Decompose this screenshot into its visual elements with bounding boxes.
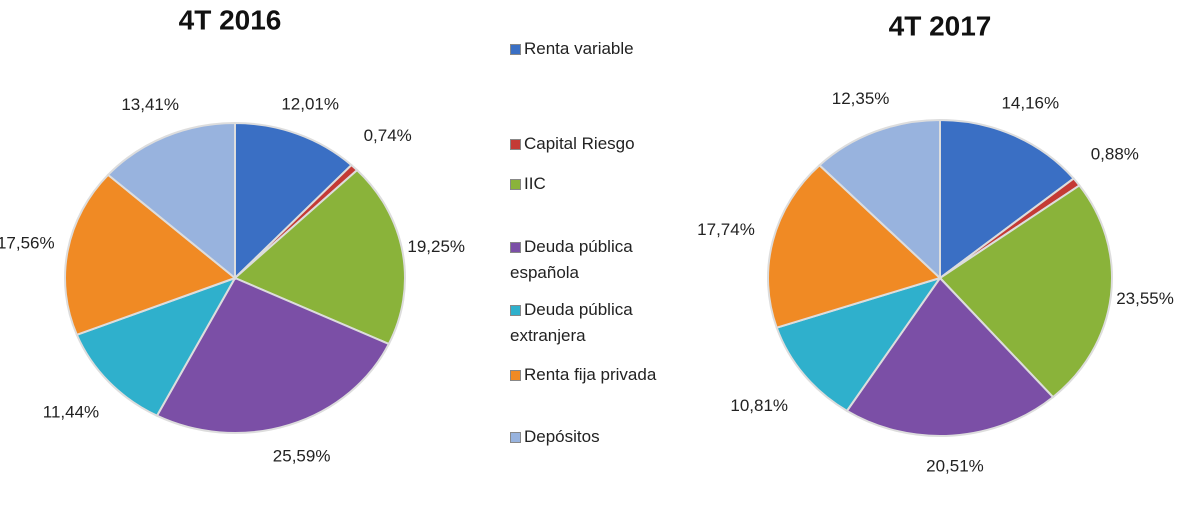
pie-slice (155, 276, 391, 434)
pie-slice (106, 121, 236, 281)
legend-swatch (510, 305, 521, 316)
chart-title: 4T 2017 (889, 10, 992, 41)
data-label: 17,56% (0, 233, 55, 252)
legend-label: Capital Riesgo (524, 134, 635, 153)
pie-slice (75, 276, 238, 418)
data-label: 19,25% (407, 237, 465, 256)
legend-label: Renta fija privada (524, 365, 657, 384)
pie-slice (938, 184, 1113, 399)
data-label: 14,16% (1001, 93, 1059, 112)
legend-label: Depósitos (524, 427, 600, 446)
data-label: 11,44% (43, 403, 99, 422)
pie-slice (775, 276, 943, 413)
legend-item: Renta variable (510, 36, 685, 62)
data-label: 10,81% (730, 396, 788, 415)
pie-slice (767, 163, 942, 329)
legend-label: IIC (524, 174, 546, 193)
data-label: 17,74% (697, 220, 755, 239)
data-label: 13,41% (121, 95, 179, 114)
legend-swatch (510, 139, 521, 150)
legend-swatch (510, 44, 521, 55)
pie-slice (233, 168, 406, 346)
legend-label: Deuda pública española (510, 237, 633, 282)
legend-swatch (510, 370, 521, 381)
data-label: 0,88% (1091, 145, 1139, 164)
pie-slice (818, 118, 941, 281)
data-label: 0,74% (364, 126, 412, 145)
chart-title: 4T 2016 (179, 4, 282, 35)
data-label: 12,35% (832, 89, 890, 108)
legend-item: Deuda pública extranjera (510, 297, 685, 349)
data-label: 20,51% (926, 457, 984, 476)
legend-item: Deuda pública española (510, 234, 685, 286)
legend-item: Depósitos (510, 424, 685, 450)
data-label: 25,59% (273, 447, 331, 466)
data-label: 12,01% (281, 95, 339, 114)
pie-slice (939, 118, 1076, 280)
legend-swatch (510, 179, 521, 190)
legend-item: Capital Riesgo (510, 131, 685, 157)
pie-slice (64, 173, 238, 337)
pie-slice (234, 121, 353, 281)
legend-label: Deuda pública extranjera (510, 300, 633, 345)
legend-item: Renta fija privada (510, 362, 685, 388)
pie-slice (845, 276, 1055, 437)
legend-item: IIC (510, 171, 685, 197)
legend-swatch (510, 242, 521, 253)
legend-swatch (510, 432, 521, 443)
legend-label: Renta variable (524, 39, 634, 58)
data-label: 23,55% (1116, 289, 1174, 308)
